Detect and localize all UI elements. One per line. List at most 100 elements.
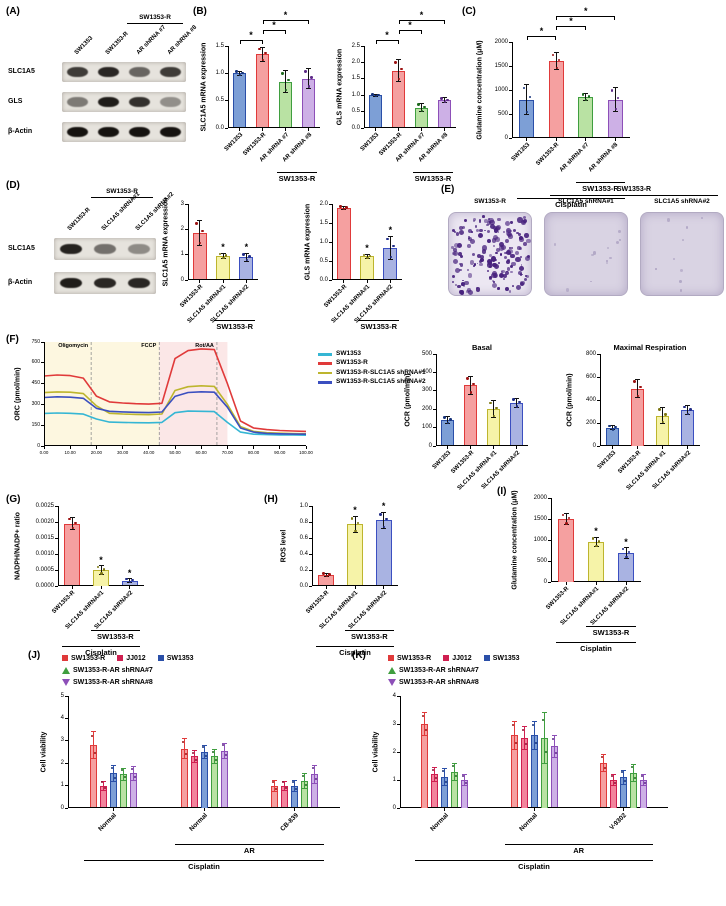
legend-row: SW1353-R-AR shRNA#7 — [62, 664, 337, 676]
data-point — [552, 53, 555, 56]
error-bar-cap — [514, 397, 519, 399]
data-point — [354, 529, 357, 532]
colony-dot — [452, 228, 456, 232]
error-bar-cap — [181, 758, 187, 760]
colony-dot — [467, 244, 471, 248]
error-bar-cap — [685, 405, 690, 407]
data-point — [528, 96, 531, 99]
y-tick-label: 0 — [37, 442, 40, 449]
colony-dot — [525, 238, 531, 244]
data-point — [295, 787, 298, 790]
error-bar-cap — [396, 59, 401, 61]
y-tick-label: 0.5 — [351, 108, 360, 115]
data-point — [342, 207, 346, 211]
legend-label: SW1353-R-AR shRNA#8 — [73, 678, 153, 686]
y-tick-label: 1.0 — [299, 502, 308, 509]
sig-bracket — [526, 36, 557, 40]
y-tick-label: 600 — [585, 373, 596, 380]
data-point — [258, 47, 261, 51]
chart-K-legend: SW1353-R JJ012 SW1353 SW1353-R-AR shRNA#7 SW… — [388, 652, 663, 694]
error-bar-cap — [553, 52, 559, 54]
colony-dot — [492, 244, 495, 247]
colony-dot — [510, 246, 513, 250]
data-point — [614, 426, 617, 429]
group-bracket-label: Cisplatin — [518, 862, 550, 871]
error-bar-cap — [524, 114, 530, 116]
colony-dot — [504, 238, 509, 243]
legend-item: SW1353 — [157, 655, 194, 662]
panel-label-D: (D) — [6, 180, 20, 191]
y-tick-mark — [185, 228, 188, 230]
data-point — [425, 729, 428, 732]
data-point — [371, 93, 374, 96]
group-bracket-line — [277, 172, 317, 173]
group-header-line — [127, 23, 183, 24]
y-tick-label: 0.0015 — [35, 534, 54, 541]
colony-dot — [517, 217, 523, 223]
data-point — [292, 780, 295, 783]
chart-D-slc1a5-mrna: 0 1 2 3 SLC1A5 mRNA expression * * SW1353-R SLC1… — [158, 194, 298, 344]
x-tick-label: 60.00 — [195, 450, 207, 455]
blot-band — [98, 67, 119, 77]
y-tick-mark — [225, 100, 228, 102]
error-bar — [92, 731, 94, 759]
chart-F-maximal: 0 200 400 600 800 OCR (pmol/min) Maximal Respi… — [558, 342, 726, 500]
phase-band — [44, 342, 160, 446]
colony-dot — [506, 227, 512, 233]
x-tick-mark — [239, 128, 240, 131]
y-tick-label: 300 — [421, 387, 432, 394]
data-point — [565, 522, 568, 525]
y-tick-label: 400 — [585, 396, 596, 403]
error-bar-cap — [373, 93, 378, 95]
group-bracket-line — [91, 630, 140, 631]
bar — [233, 73, 246, 128]
y-tick-mark — [548, 581, 551, 583]
x-tick-mark — [226, 446, 228, 449]
group-bracket-label: SW1353-R — [350, 632, 388, 641]
data-point — [315, 778, 318, 781]
group-bracket-label: AR — [573, 846, 585, 855]
y-tick-mark — [185, 279, 188, 281]
blot-band — [93, 277, 117, 289]
sig-bracket-star: * — [408, 20, 412, 30]
data-point — [287, 78, 290, 82]
y-tick-mark — [225, 72, 228, 74]
data-point — [222, 256, 225, 260]
error-bar-cap — [531, 720, 537, 722]
square-marker — [483, 655, 490, 661]
bar — [578, 97, 594, 138]
colony-dot — [458, 262, 461, 265]
square-marker — [62, 655, 68, 661]
bar — [64, 523, 81, 586]
data-point — [379, 513, 382, 516]
colony-dot — [467, 228, 473, 234]
x-tick-label: 10.00 — [64, 450, 76, 455]
data-point — [620, 771, 623, 774]
colony-dot — [490, 256, 497, 262]
error-bar-cap — [90, 758, 96, 760]
group-bracket-label: SW1353-R — [278, 174, 316, 183]
error-bar — [199, 220, 201, 246]
y-tick-label: 800 — [585, 350, 596, 357]
group-bracket-line — [576, 182, 625, 183]
colony-dot — [468, 235, 471, 239]
chart-K-cell-viability: 0 1 2 3 4 Cell viability Normal Normal V-9302 AR C… — [362, 666, 692, 901]
error-bar-cap — [272, 790, 278, 792]
y-tick-mark — [55, 521, 58, 523]
y-tick-mark — [309, 505, 312, 507]
y-tick-mark — [329, 203, 332, 205]
data-point — [551, 737, 554, 740]
data-point — [541, 719, 544, 722]
panel-label-K: (K) — [352, 650, 366, 661]
error-bar-cap — [181, 738, 187, 740]
y-tick-label: 0.0010 — [35, 550, 54, 557]
colony-dot — [488, 275, 492, 279]
y-tick-label: 150 — [31, 421, 40, 428]
error-bar-cap — [302, 772, 308, 774]
data-point — [581, 93, 584, 96]
y-tick-mark — [329, 260, 332, 262]
data-point — [125, 577, 128, 581]
data-point — [443, 100, 447, 104]
data-point — [374, 94, 378, 98]
error-bar — [470, 376, 471, 395]
